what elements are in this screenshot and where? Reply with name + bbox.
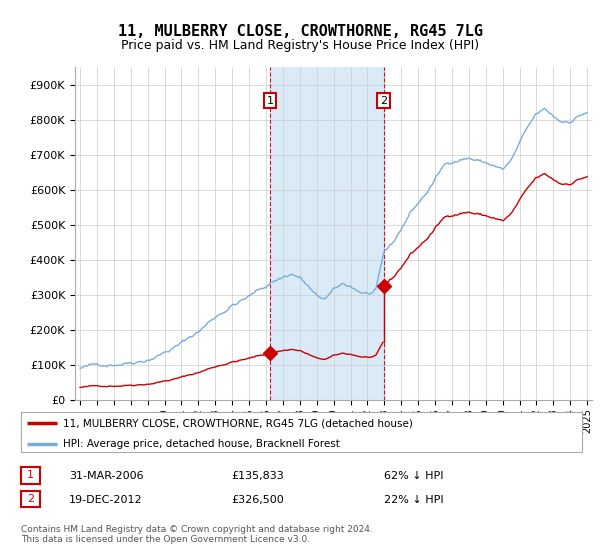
Text: 62% ↓ HPI: 62% ↓ HPI <box>384 471 443 481</box>
Text: 2: 2 <box>380 96 388 105</box>
Text: 11, MULBERRY CLOSE, CROWTHORNE, RG45 7LG (detached house): 11, MULBERRY CLOSE, CROWTHORNE, RG45 7LG… <box>63 418 413 428</box>
Text: £326,500: £326,500 <box>231 494 284 505</box>
Text: Price paid vs. HM Land Registry's House Price Index (HPI): Price paid vs. HM Land Registry's House … <box>121 39 479 53</box>
Text: £135,833: £135,833 <box>231 471 284 481</box>
Text: 2: 2 <box>27 494 34 504</box>
Text: 11, MULBERRY CLOSE, CROWTHORNE, RG45 7LG: 11, MULBERRY CLOSE, CROWTHORNE, RG45 7LG <box>118 25 482 39</box>
Text: 19-DEC-2012: 19-DEC-2012 <box>69 494 143 505</box>
Text: Contains HM Land Registry data © Crown copyright and database right 2024.
This d: Contains HM Land Registry data © Crown c… <box>21 525 373 544</box>
Text: 22% ↓ HPI: 22% ↓ HPI <box>384 494 443 505</box>
Text: 1: 1 <box>267 96 274 105</box>
Text: HPI: Average price, detached house, Bracknell Forest: HPI: Average price, detached house, Brac… <box>63 438 340 449</box>
Text: 1: 1 <box>27 470 34 480</box>
Text: 31-MAR-2006: 31-MAR-2006 <box>69 471 143 481</box>
Bar <box>270 67 384 400</box>
